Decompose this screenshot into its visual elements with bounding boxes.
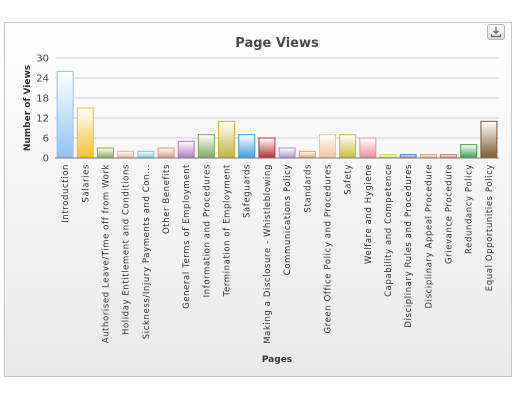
bar[interactable] (117, 150, 135, 159)
x-tick-label: Safeguards (243, 164, 253, 218)
x-tick-label: Redundancy Policy (465, 164, 475, 254)
x-tick-label: Safety (344, 164, 354, 195)
bar[interactable] (258, 137, 276, 159)
x-tick-label: General Terms of Employment (182, 164, 192, 309)
x-tick-label: Other Benefits (162, 164, 172, 234)
x-tick-label: Salaries (81, 164, 91, 203)
y-tick-label: 0 (43, 154, 49, 165)
x-tick-label: Sickness/Injury Payments and Con... (142, 164, 152, 339)
bar[interactable] (480, 120, 498, 159)
bar[interactable] (76, 107, 94, 159)
x-tick-label: Disciplinary Rules and Procedures (404, 164, 414, 328)
x-tick-label: Equal Opportunities Policy (485, 164, 495, 291)
x-tick-label: Holiday Entitlement and Conditions (122, 164, 132, 335)
x-tick-label: Welfare and Hygiene (364, 164, 374, 264)
y-tick-label: 12 (36, 114, 49, 125)
bar[interactable] (137, 150, 155, 159)
download-icon (490, 27, 502, 38)
bar[interactable] (177, 140, 195, 159)
bar[interactable] (339, 134, 357, 159)
bars (56, 70, 498, 159)
x-tick-label: Disciplinary Appeal Procedure (424, 164, 434, 309)
x-axis-title: Pages (262, 355, 292, 365)
x-tick-label: Termination of Employment (223, 164, 233, 297)
bar[interactable] (359, 137, 377, 159)
x-tick-label: Information and Procedures (202, 164, 212, 297)
x-axis-ticks: Introduction Salaries Authorised Leave/Tim… (61, 164, 495, 344)
x-tick-label: Grievance Procedure (445, 164, 455, 264)
y-tick-label: 30 (36, 54, 49, 65)
bar[interactable] (157, 147, 175, 159)
y-tick-label: 18 (36, 94, 49, 105)
bar[interactable] (238, 134, 256, 159)
x-tick-label: Capability and Competence (384, 164, 394, 297)
chart-panel (4, 22, 512, 377)
chart-title: Page Views (235, 36, 319, 51)
bar[interactable] (278, 147, 296, 159)
grid-lines (55, 57, 499, 139)
y-axis-ticks: 0 6 12 18 24 30 (36, 54, 49, 165)
x-tick-label: Communications Policy (283, 164, 293, 275)
y-axis-title: Number of Views (23, 65, 33, 151)
bar[interactable] (96, 147, 114, 159)
x-tick-label: Authorised Leave/Time off from Work (101, 164, 111, 343)
x-tick-label: Standards (303, 164, 313, 213)
bar[interactable] (197, 134, 215, 159)
bar[interactable] (56, 70, 74, 159)
x-tick-label: Green Office Policy and Procedures (323, 164, 333, 333)
bar[interactable] (460, 144, 478, 159)
y-tick-label: 24 (36, 74, 49, 85)
x-tick-label: Introduction (61, 164, 71, 223)
bar[interactable] (298, 150, 316, 159)
x-tick-label: Making a Disclosure - Whistleblowing (263, 164, 273, 344)
bar[interactable] (318, 134, 336, 159)
export-button[interactable] (487, 24, 505, 40)
bar[interactable] (218, 120, 236, 159)
y-tick-label: 6 (43, 134, 49, 145)
